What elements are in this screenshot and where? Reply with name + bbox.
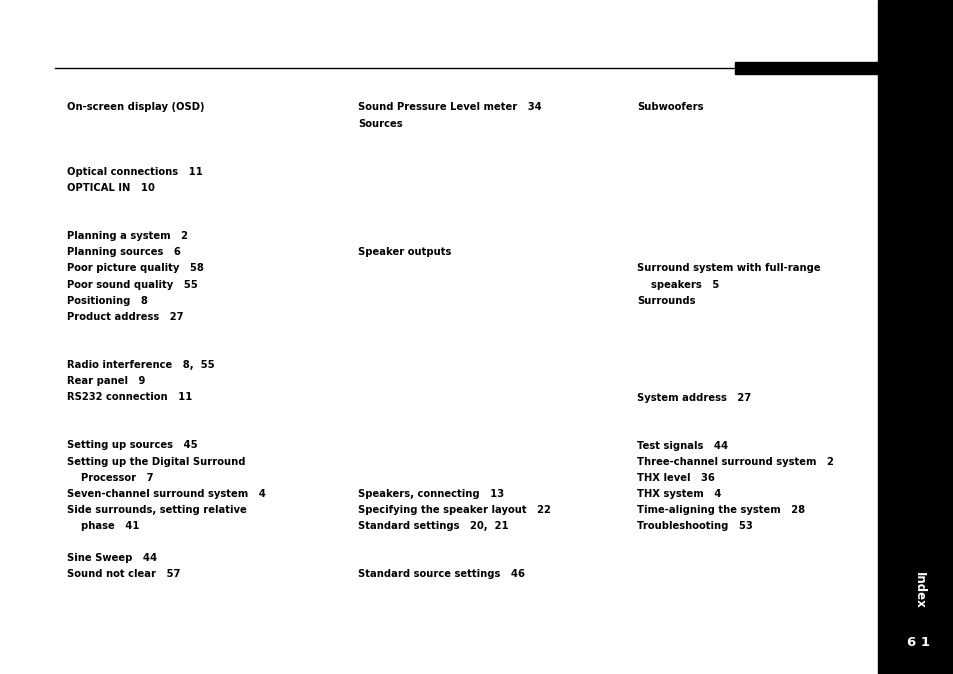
Text: System address   27: System address 27 (637, 393, 750, 403)
Text: Index: Index (911, 572, 924, 609)
Text: Test signals   44: Test signals 44 (637, 441, 727, 451)
Text: Speaker outputs: Speaker outputs (357, 247, 451, 257)
Text: Radio interference   8,  55: Radio interference 8, 55 (67, 360, 214, 370)
Text: Sound not clear   57: Sound not clear 57 (67, 569, 180, 579)
Text: Side surrounds, setting relative: Side surrounds, setting relative (67, 505, 247, 515)
Text: Setting up the Digital Surround: Setting up the Digital Surround (67, 457, 245, 467)
Text: Seven-channel surround system   4: Seven-channel surround system 4 (67, 489, 266, 499)
Bar (877, 0, 953, 674)
Text: Three-channel surround system   2: Three-channel surround system 2 (637, 457, 833, 467)
Text: Planning sources   6: Planning sources 6 (67, 247, 181, 257)
Text: Subwoofers: Subwoofers (637, 102, 702, 112)
Text: Speakers, connecting   13: Speakers, connecting 13 (357, 489, 503, 499)
Text: Processor   7: Processor 7 (67, 473, 153, 483)
Text: Sine Sweep   44: Sine Sweep 44 (67, 553, 157, 563)
Text: Poor picture quality   58: Poor picture quality 58 (67, 263, 204, 273)
Text: 6 1: 6 1 (906, 636, 929, 650)
Text: speakers   5: speakers 5 (637, 280, 719, 290)
Text: Surrounds: Surrounds (637, 296, 695, 306)
Text: Time-aligning the system   28: Time-aligning the system 28 (637, 505, 804, 515)
Text: Setting up sources   45: Setting up sources 45 (67, 440, 197, 450)
Text: Planning a system   2: Planning a system 2 (67, 231, 188, 241)
Text: Specifying the speaker layout   22: Specifying the speaker layout 22 (357, 505, 550, 515)
Text: Sound Pressure Level meter   34: Sound Pressure Level meter 34 (357, 102, 541, 112)
Text: Standard source settings   46: Standard source settings 46 (357, 569, 524, 579)
Text: Troubleshooting   53: Troubleshooting 53 (637, 521, 752, 531)
Text: Positioning   8: Positioning 8 (67, 296, 148, 306)
Text: THX level   36: THX level 36 (637, 473, 714, 483)
Text: RS232 connection   11: RS232 connection 11 (67, 392, 193, 402)
Bar (734, 62, 877, 74)
Text: Sources: Sources (357, 119, 402, 129)
Text: Poor sound quality   55: Poor sound quality 55 (67, 280, 197, 290)
Text: Product address   27: Product address 27 (67, 312, 183, 322)
Text: phase   41: phase 41 (67, 521, 139, 531)
Text: Optical connections   11: Optical connections 11 (67, 167, 203, 177)
Text: OPTICAL IN   10: OPTICAL IN 10 (67, 183, 154, 193)
Text: Standard settings   20,  21: Standard settings 20, 21 (357, 521, 508, 531)
Text: Surround system with full-range: Surround system with full-range (637, 263, 820, 273)
Text: Rear panel   9: Rear panel 9 (67, 376, 145, 386)
Text: On-screen display (OSD): On-screen display (OSD) (67, 102, 204, 112)
Text: THX system   4: THX system 4 (637, 489, 720, 499)
